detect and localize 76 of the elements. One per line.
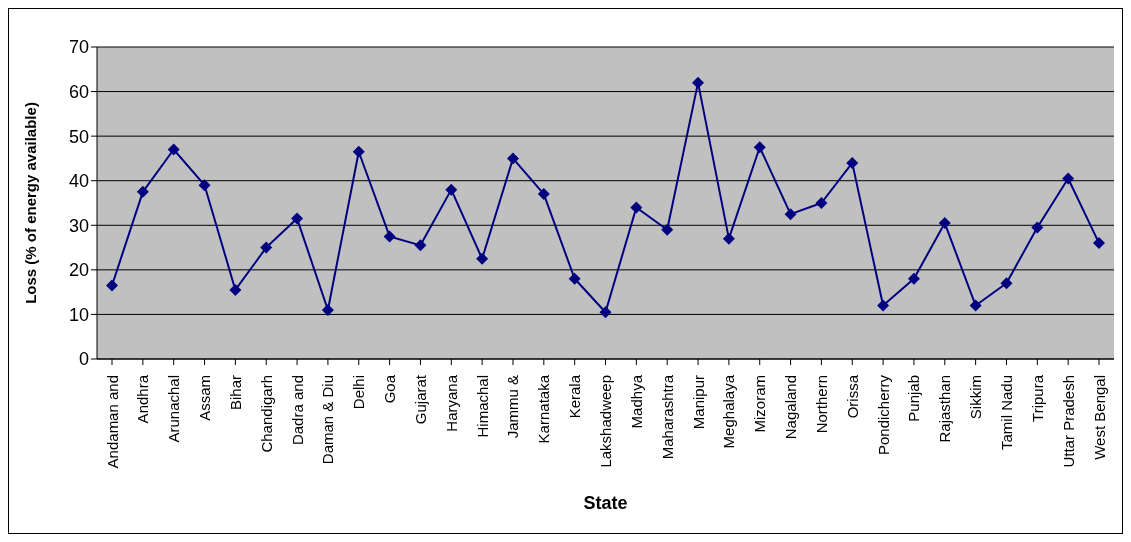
x-tick-label: Lakshadweep <box>597 375 614 468</box>
point <box>167 143 180 156</box>
point <box>291 212 304 225</box>
x-tick-label: Uttar Pradesh <box>1059 375 1077 468</box>
point <box>784 208 797 221</box>
x-tick-label: Pondicherry <box>874 374 892 456</box>
point <box>938 217 951 230</box>
point <box>229 283 242 296</box>
x-tick-label: Tripura <box>1028 374 1046 422</box>
y-tick-label: 60 <box>68 81 89 102</box>
x-tick-label: Tamil Nadu <box>997 375 1015 451</box>
x-tick-label: Mizoram <box>751 375 769 433</box>
point <box>753 141 766 154</box>
point <box>1000 277 1013 290</box>
x-tick-label: Gujarat <box>411 374 429 425</box>
point <box>414 239 427 252</box>
x-tick-label: Assam <box>196 375 214 421</box>
point <box>476 252 489 265</box>
y-tick-label: 0 <box>78 349 89 370</box>
x-tick-label: Goa <box>381 374 399 404</box>
point <box>445 183 458 196</box>
x-tick-label: Andhra <box>134 374 152 424</box>
point <box>969 299 982 312</box>
x-tick-label: Meghalaya <box>720 374 738 449</box>
point <box>136 185 149 198</box>
x-tick-label: Nagaland <box>782 375 800 440</box>
x-tick-label: Delhi <box>350 375 368 410</box>
point <box>1031 221 1044 234</box>
point <box>661 223 674 236</box>
point <box>1093 237 1105 250</box>
x-tick-label: Maharashtra <box>658 374 676 460</box>
point <box>692 76 705 89</box>
x-tick-label: Madhya <box>627 374 645 429</box>
x-tick-label: Chandigarh <box>257 375 275 453</box>
point <box>907 272 920 285</box>
y-tick-label: 20 <box>68 260 89 281</box>
x-tick-label: Orissa <box>843 374 861 419</box>
x-tick-label: Kerala <box>566 374 584 419</box>
x-tick-label: Jammu & <box>504 375 522 439</box>
x-tick-label: West Bengal <box>1090 375 1108 460</box>
x-axis-title: State <box>583 493 628 513</box>
x-tick-label: Punjab <box>905 375 923 422</box>
point <box>198 179 211 192</box>
y-axis-title: Loss (% of energy available) <box>22 102 40 304</box>
point <box>568 272 581 285</box>
point <box>383 230 396 243</box>
point <box>321 303 334 316</box>
point <box>877 299 890 312</box>
point <box>815 197 828 209</box>
y-tick-label: 40 <box>68 171 89 192</box>
point <box>722 232 735 245</box>
x-tick-label: Sikkim <box>967 375 985 420</box>
x-tick-label: Haryana <box>442 374 460 432</box>
point <box>352 145 365 158</box>
x-tick-label: Rajasthan <box>936 375 954 443</box>
x-tick-label: Andaman and <box>103 375 121 469</box>
x-tick-label: Arunachal <box>165 375 183 443</box>
x-tick-label: Daman & Diu <box>319 375 337 465</box>
y-tick-label: 70 <box>68 37 89 58</box>
x-tick-label: Himachal <box>473 375 491 438</box>
point <box>106 279 118 292</box>
point <box>846 156 859 169</box>
point <box>1062 172 1075 185</box>
point <box>506 152 519 165</box>
x-tick-label: Bihar <box>226 375 244 411</box>
y-tick-label: 50 <box>68 126 89 147</box>
point <box>260 241 273 254</box>
point <box>599 306 612 319</box>
x-tick-label: Karnataka <box>535 374 553 444</box>
point <box>630 201 643 214</box>
y-tick-label: 10 <box>68 304 89 325</box>
x-tick-label: Northern <box>812 375 830 434</box>
x-tick-label: Dadra and <box>288 375 306 446</box>
y-tick-label: 30 <box>68 215 89 236</box>
x-tick-label: Manipur <box>689 375 707 430</box>
point <box>537 188 550 201</box>
